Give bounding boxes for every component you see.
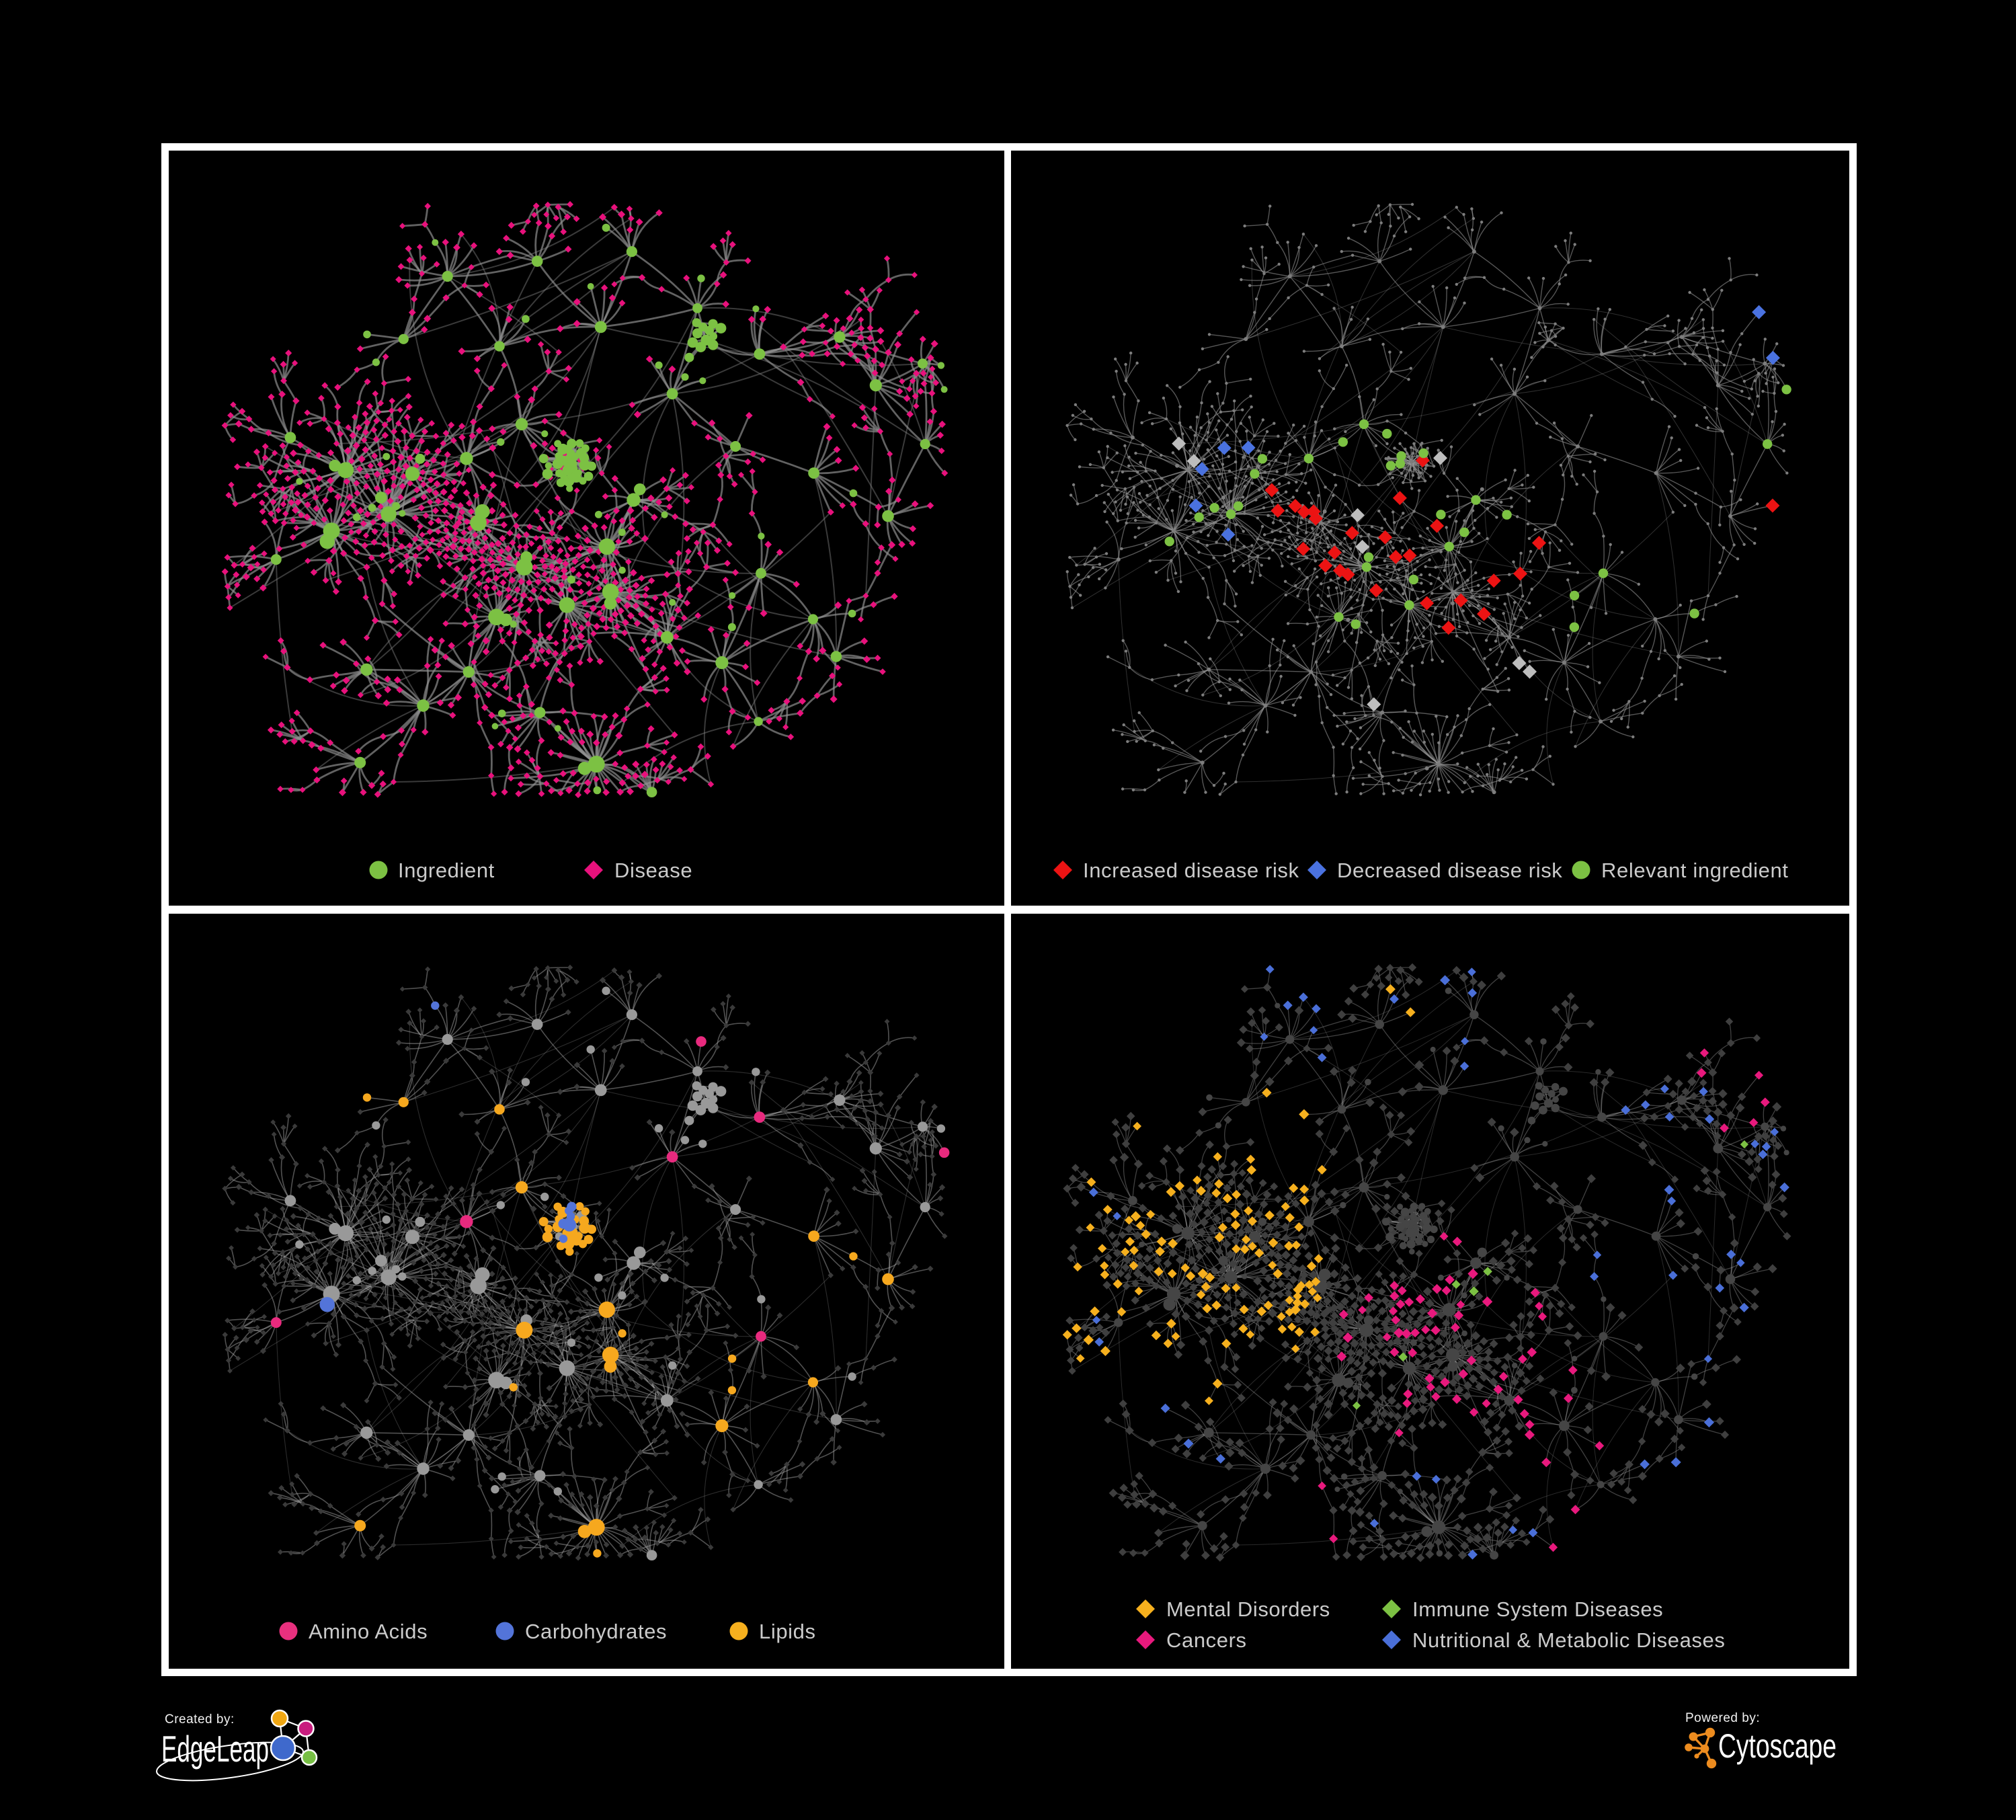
svg-text:Ingredient: Ingredient — [398, 859, 495, 882]
svg-text:Immune System Diseases: Immune System Diseases — [1412, 1597, 1663, 1621]
svg-text:Increased disease risk: Increased disease risk — [1083, 859, 1299, 882]
svg-text:Created by:: Created by: — [165, 1712, 235, 1727]
svg-text:Carbohydrates: Carbohydrates — [525, 1620, 667, 1643]
svg-text:Cytoscape: Cytoscape — [1718, 1727, 1837, 1765]
svg-text:Cancers: Cancers — [1166, 1628, 1247, 1652]
svg-text:Decreased disease risk: Decreased disease risk — [1337, 859, 1562, 882]
svg-text:EdgeLeap: EdgeLeap — [161, 1728, 269, 1770]
svg-text:Relevant ingredient: Relevant ingredient — [1601, 859, 1789, 882]
svg-text:Amino Acids: Amino Acids — [309, 1620, 428, 1643]
svg-text:Disease: Disease — [614, 859, 692, 882]
svg-text:Powered by:: Powered by: — [1685, 1711, 1760, 1725]
svg-text:Lipids: Lipids — [759, 1620, 816, 1643]
svg-text:Nutritional & Metabolic Diseas: Nutritional & Metabolic Diseases — [1412, 1628, 1725, 1652]
svg-text:Mental Disorders: Mental Disorders — [1166, 1597, 1330, 1621]
